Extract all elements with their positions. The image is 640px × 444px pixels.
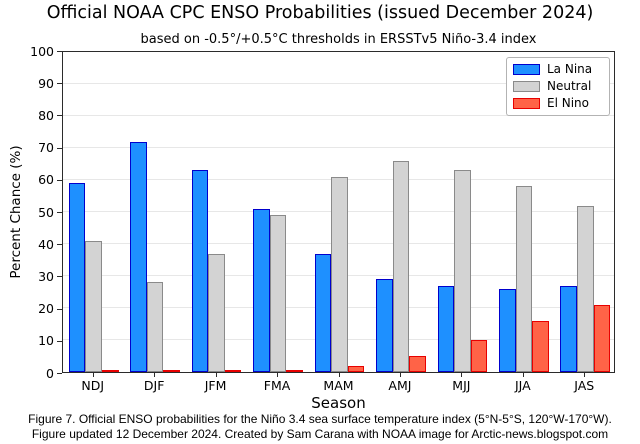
x-tick-mark-jja <box>522 373 524 377</box>
y-tick-label-100: 100 <box>30 43 54 59</box>
y-tick-mark-10 <box>57 340 62 342</box>
bar-neutral-mam <box>331 176 348 372</box>
x-tick-label-djf: DJF <box>143 378 165 393</box>
gridline-70 <box>63 147 614 148</box>
bar-el-nino-ndj <box>102 370 119 372</box>
plot-area: La Nina Neutral El Nino <box>62 51 615 373</box>
y-tick-label-80: 80 <box>38 107 54 123</box>
bar-neutral-ndj <box>85 240 102 372</box>
x-tick-label-mjj: MJJ <box>452 378 471 393</box>
bar-la-nina-mjj <box>437 285 455 372</box>
bar-el-nino-djf <box>163 370 181 372</box>
x-tick-mark-mjj <box>461 373 463 377</box>
figure-caption: Figure 7. Official ENSO probabilities fo… <box>0 412 640 441</box>
legend-label-neutral: Neutral <box>547 79 592 93</box>
y-tick-mark-40 <box>57 244 62 246</box>
x-tick-mark-jas <box>584 373 586 377</box>
y-tick-label-50: 50 <box>38 204 54 220</box>
y-tick-label-30: 30 <box>38 268 54 284</box>
legend-swatch-neutral <box>513 81 540 92</box>
x-tick-mark-amj <box>399 373 401 377</box>
bar-la-nina-mam <box>314 253 332 372</box>
x-tick-mark-jfm <box>215 373 217 377</box>
x-tick-label-jja: JJA <box>514 378 531 393</box>
y-tick-label-20: 20 <box>38 301 54 317</box>
bar-la-nina-jfm <box>191 170 209 372</box>
bar-neutral-fma <box>269 215 287 372</box>
y-tick-label-10: 10 <box>38 333 54 349</box>
bar-el-nino-amj <box>409 356 426 372</box>
bar-el-nino-mjj <box>470 340 488 372</box>
y-tick-mark-20 <box>57 308 62 310</box>
caption-line-2: Figure updated 12 December 2024. Created… <box>31 426 609 441</box>
y-tick-label-60: 60 <box>38 172 54 188</box>
bar-neutral-jas <box>576 205 594 372</box>
bar-neutral-jfm <box>208 253 225 372</box>
bar-la-nina-amj <box>376 279 393 372</box>
caption-line-1: Figure 7. Official ENSO probabilities fo… <box>28 412 612 426</box>
bar-la-nina-fma <box>253 208 270 372</box>
gridline-80 <box>63 115 614 116</box>
x-tick-label-fma: FMA <box>263 378 291 393</box>
y-tick-mark-50 <box>57 212 62 213</box>
y-tick-mark-30 <box>57 276 62 278</box>
legend-label-la-nina: La Nina <box>547 62 593 76</box>
y-tick-label-90: 90 <box>38 75 54 91</box>
x-tick-mark-djf <box>154 373 156 377</box>
x-tick-label-jas: JAS <box>574 378 595 393</box>
bar-neutral-djf <box>146 282 164 372</box>
bar-el-nino-jas <box>593 304 611 372</box>
gridline-90 <box>63 83 614 84</box>
x-axis-title: Season <box>311 394 366 412</box>
bar-la-nina-djf <box>130 141 147 372</box>
x-tick-label-jfm: JFM <box>204 378 227 393</box>
x-tick-mark-fma <box>277 373 279 377</box>
y-tick-mark-70 <box>57 147 62 149</box>
bar-neutral-amj <box>392 160 410 372</box>
y-tick-mark-0 <box>57 373 62 374</box>
bar-neutral-mjj <box>454 170 471 372</box>
bar-el-nino-fma <box>286 370 303 372</box>
legend: La Nina Neutral El Nino <box>506 57 610 116</box>
y-tick-label-0: 0 <box>46 365 54 381</box>
legend-swatch-el-nino <box>513 98 540 109</box>
legend-swatch-la-nina <box>513 64 540 75</box>
bar-la-nina-ndj <box>68 183 86 372</box>
x-tick-label-ndj: NDJ <box>81 378 105 393</box>
y-tick-mark-90 <box>57 83 62 85</box>
y-tick-label-70: 70 <box>38 140 54 156</box>
x-tick-mark-ndj <box>92 373 94 377</box>
legend-item-neutral: Neutral <box>513 80 603 93</box>
x-tick-label-mam: MAM <box>323 378 354 393</box>
y-tick-mark-80 <box>57 115 62 117</box>
y-tick-mark-100 <box>57 51 62 52</box>
legend-item-la-nina: La Nina <box>513 63 603 76</box>
x-tick-label-amj: AMJ <box>388 378 412 393</box>
bar-el-nino-mam <box>347 365 365 372</box>
chart-subtitle: based on -0.5°/+0.5°C thresholds in ERSS… <box>140 32 537 47</box>
bar-el-nino-jfm <box>224 370 242 372</box>
bar-la-nina-jas <box>560 285 577 372</box>
chart-title: Official NOAA CPC ENSO Probabilities (is… <box>46 3 594 23</box>
y-tick-label-40: 40 <box>38 236 54 252</box>
bar-la-nina-jja <box>498 288 516 372</box>
bar-neutral-jja <box>515 186 533 372</box>
bar-el-nino-jja <box>532 320 549 372</box>
x-tick-mark-mam <box>338 373 340 377</box>
y-tick-mark-60 <box>57 179 62 181</box>
legend-item-el-nino: El Nino <box>513 97 603 110</box>
legend-label-el-nino: El Nino <box>547 96 589 110</box>
